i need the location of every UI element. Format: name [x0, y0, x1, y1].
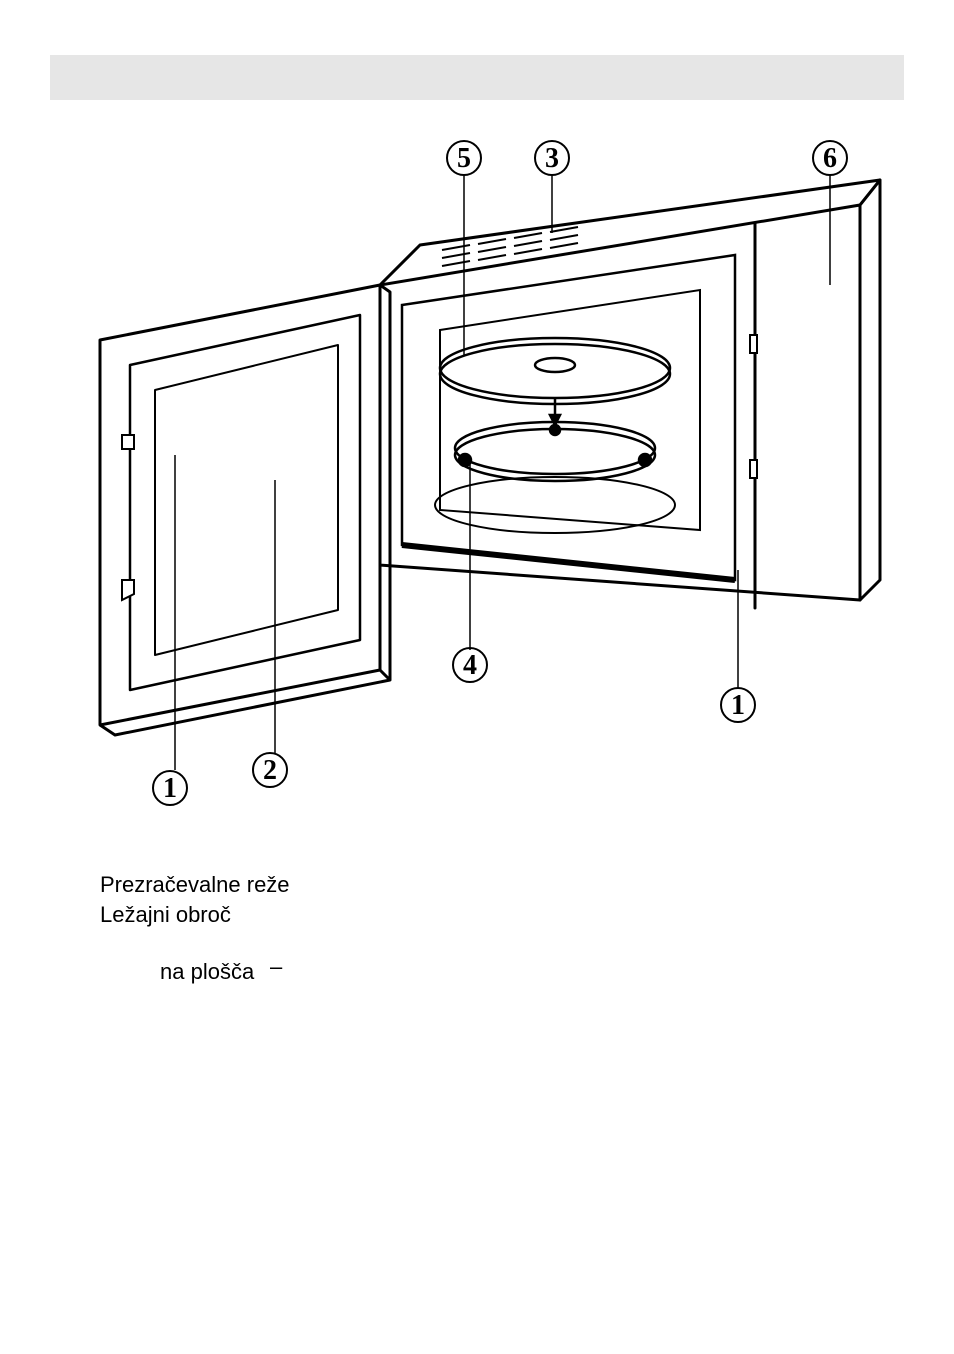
callout-1b: 1 — [731, 690, 745, 721]
callout-5: 5 — [457, 143, 471, 174]
microwave-diagram: 5 3 6 4 1 2 1 — [60, 110, 894, 810]
legend-dash: – — [270, 954, 282, 980]
callout-4: 4 — [463, 650, 477, 681]
legend-item-3: Prezračevalne reže — [100, 870, 290, 900]
legend-item-4: Ležajni obroč — [100, 900, 290, 930]
callout-3: 3 — [545, 143, 559, 174]
header-bar — [50, 55, 904, 100]
legend-fragment: na plošča — [100, 957, 290, 987]
callout-1a: 1 — [163, 773, 177, 804]
callout-2: 2 — [263, 755, 277, 786]
legend-block: Prezračevalne reže Ležajni obroč na ploš… — [100, 870, 290, 987]
callout-6: 6 — [823, 143, 837, 174]
